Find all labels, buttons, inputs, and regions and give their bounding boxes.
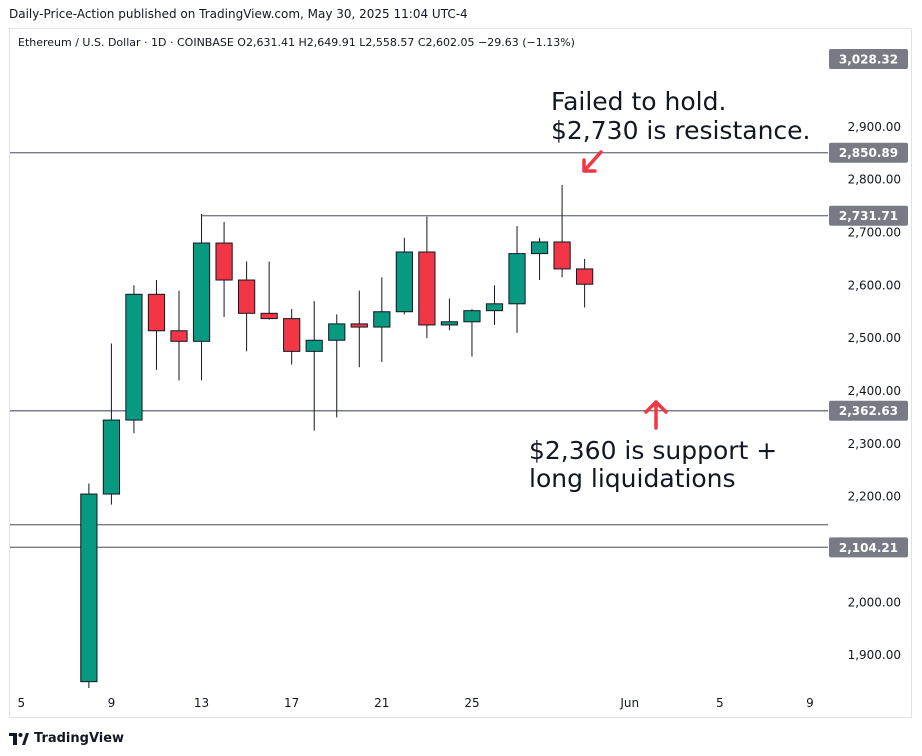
candle-down: [237, 279, 256, 314]
last-price-label: 3,028.32: [839, 52, 898, 66]
x-tick-label: 5: [17, 696, 25, 710]
legend-change: −29.63 (−1.13%): [478, 36, 575, 49]
candle-up: [305, 339, 323, 352]
legend-open: O2,631.41: [237, 36, 298, 49]
tradingview-logo-icon: [9, 732, 29, 745]
candle-down: [553, 241, 571, 270]
published-caption: Daily-Price-Action published on TradingV…: [9, 7, 468, 21]
legend-symbol: Ethereum / U.S. Dollar · 1D · COINBASE: [18, 36, 237, 49]
x-tick-label: 9: [108, 696, 116, 710]
annotation-support-line2: long liquidations: [529, 464, 736, 493]
x-tick-label: 17: [284, 696, 299, 710]
last-price-label-bg: [829, 48, 908, 69]
annotation-resistance-line2: $2,730 is resistance.: [551, 116, 811, 145]
tradingview-logo[interactable]: TradingView: [9, 731, 124, 746]
legend-low: L2,558.57: [359, 36, 418, 49]
y-tick-label: 2,700.00: [848, 225, 901, 239]
candle-down: [283, 318, 301, 352]
candle-up: [80, 493, 98, 683]
level-price-label-bg: [829, 400, 908, 421]
level-price-label: 2,104.21: [839, 541, 898, 555]
y-tick-label: 2,300.00: [848, 437, 901, 451]
level-price-label-bg: [829, 205, 908, 226]
candle-up: [485, 303, 504, 312]
x-tick-label: 5: [716, 696, 724, 710]
candle-down: [350, 323, 368, 328]
x-tick-label: 13: [194, 696, 209, 710]
candle-up: [373, 311, 391, 328]
candle-down: [147, 293, 166, 332]
level-price-label-bg: [829, 142, 908, 163]
candle-up: [463, 310, 481, 323]
arrow-down-left-icon: [582, 150, 603, 173]
y-tick-label: 2,500.00: [848, 331, 901, 345]
footer-bar: [0, 718, 922, 756]
x-tick-label: Jun: [619, 696, 639, 710]
arrow-up-icon: [644, 400, 668, 430]
legend-high: H2,649.91: [298, 36, 359, 49]
header-bar: Daily-Price-Action published on TradingV…: [0, 0, 922, 28]
y-tick-label: 2,400.00: [848, 384, 901, 398]
legend-close: C2,602.05: [418, 36, 478, 49]
candle-up: [508, 253, 526, 305]
candle-down: [576, 268, 594, 285]
candle-down: [418, 251, 436, 326]
y-tick-label: 2,200.00: [848, 490, 901, 504]
candle-up: [440, 321, 459, 326]
y-tick-label: 1,900.00: [848, 648, 901, 662]
candle-up: [102, 419, 121, 495]
x-tick-label: 25: [464, 696, 479, 710]
annotation-resistance-line1: Failed to hold.: [551, 87, 726, 116]
level-price-label-bg: [829, 537, 908, 558]
candle-down: [170, 330, 188, 342]
y-tick-label: 2,600.00: [848, 278, 901, 292]
y-tick-label: 2,800.00: [848, 173, 901, 187]
footer-brand-text: TradingView: [34, 731, 125, 746]
chart-frame: [9, 28, 912, 718]
y-tick-label: 2,900.00: [848, 120, 901, 134]
candles-group: [80, 184, 594, 688]
candle-down: [215, 242, 233, 281]
level-price-label: 2,850.89: [839, 146, 898, 160]
candle-up: [395, 251, 413, 313]
x-tick-label: 21: [374, 696, 389, 710]
candle-up: [328, 323, 346, 341]
candle-up: [530, 241, 549, 255]
candle-up: [125, 293, 143, 421]
x-tick-label: 9: [806, 696, 814, 710]
level-price-label: 2,362.63: [839, 404, 898, 418]
level-price-label: 2,731.71: [839, 209, 898, 223]
ohlc-legend: Ethereum / U.S. Dollar · 1D · COINBASE O…: [18, 36, 575, 49]
y-tick-label: 2,000.00: [848, 595, 901, 609]
annotation-support-line1: $2,360 is support +: [529, 436, 777, 465]
candle-up: [192, 242, 211, 342]
candle-down: [260, 312, 278, 320]
